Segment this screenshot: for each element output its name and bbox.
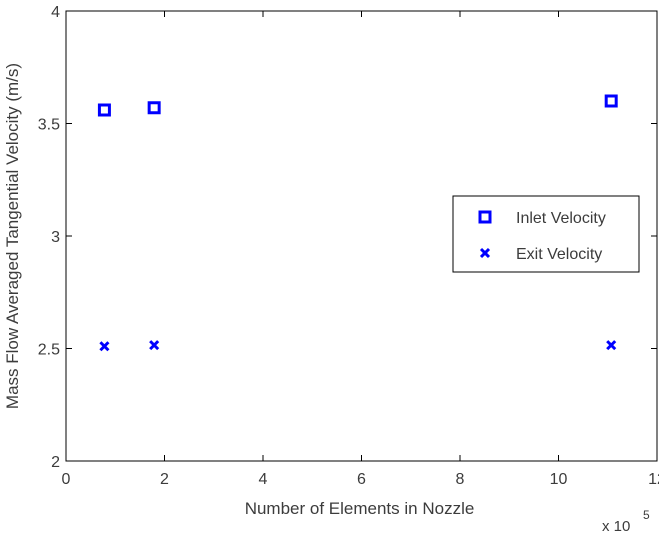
x-tick-label: 10 [550,471,568,488]
inlet-velocity-point [147,101,161,115]
inlet-velocity-point [604,94,618,108]
legend-label: Inlet Velocity [516,210,606,227]
tick-marks [65,10,658,462]
x-tick-label: 4 [259,471,268,488]
x-multiplier-exponent: 5 [643,508,650,522]
x-axis-multiplier: x 10 5 [602,508,650,535]
legend-items: Inlet Velocity Exit Velocity [478,210,606,263]
x-tick-label: 12 [648,471,659,488]
y-axis-label: Mass Flow Averaged Tangential Velocity (… [3,63,22,409]
legend-label: Exit Velocity [516,246,602,263]
x-axis-label: Number of Elements in Nozzle [245,499,475,518]
x-multiplier-base: x 10 [602,518,630,533]
x-tick-label: 6 [357,471,366,488]
exit-velocity-point [149,340,160,351]
y-tick-label: 2.5 [38,342,60,359]
legend-marker [479,247,491,259]
x-tick-label: 8 [456,471,465,488]
legend-marker [478,210,492,224]
y-tick-labels: 2 2.5 3 3.5 4 [38,4,60,471]
legend-box [452,195,640,273]
y-tick-label: 3.5 [38,117,60,134]
y-tick-label: 2 [51,454,60,471]
exit-velocity-point [606,340,617,351]
exit-velocity-point [99,341,110,352]
inlet-velocity-point [97,103,111,117]
legend: Inlet Velocity Exit Velocity [452,195,640,273]
x-tick-label: 0 [62,471,71,488]
x-tick-label: 2 [160,471,169,488]
y-tick-label: 4 [51,4,60,21]
x-tick-labels: 0 2 4 6 8 10 12 [62,471,659,488]
y-tick-label: 3 [51,229,60,246]
data-points [97,94,618,352]
